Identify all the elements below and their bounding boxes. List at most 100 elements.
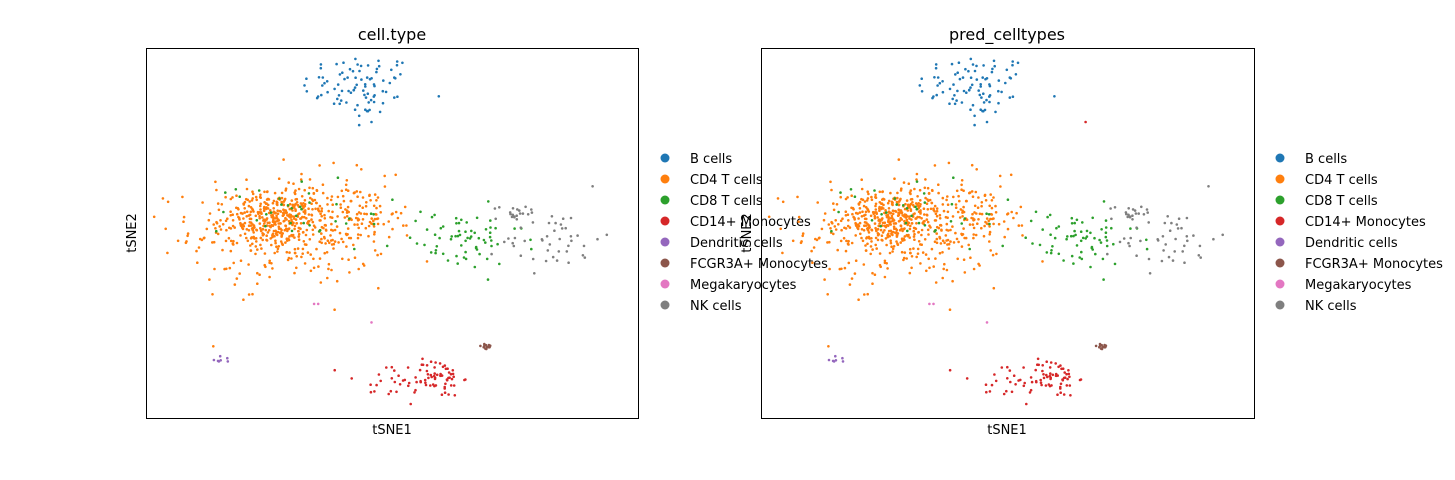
point-cd4-t-cells bbox=[917, 205, 921, 208]
point-cd4-t-cells bbox=[878, 201, 882, 204]
point-cd14-monocytes bbox=[433, 366, 436, 369]
point-cd8-t-cells bbox=[530, 247, 533, 251]
point-cd4-t-cells bbox=[265, 218, 268, 221]
point-cd4-t-cells bbox=[926, 208, 930, 211]
point-cd4-t-cells bbox=[917, 210, 921, 213]
point-nk-cells bbox=[521, 212, 525, 215]
point-nk-cells bbox=[530, 211, 534, 214]
point-cd14-monocytes bbox=[451, 369, 455, 372]
point-cd8-t-cells bbox=[1104, 219, 1108, 222]
point-cd4-t-cells bbox=[292, 221, 295, 225]
point-nk-cells bbox=[510, 215, 514, 219]
point-cd4-t-cells bbox=[161, 197, 165, 200]
point-cd14-monocytes bbox=[1036, 363, 1039, 367]
point-nk-cells bbox=[1147, 257, 1151, 261]
point-b-cells bbox=[381, 89, 385, 93]
point-cd8-t-cells bbox=[215, 229, 218, 233]
point-cd4-t-cells bbox=[910, 197, 914, 201]
point-cd4-t-cells bbox=[779, 227, 782, 231]
point-cd4-t-cells bbox=[827, 223, 831, 226]
point-cd4-t-cells bbox=[245, 236, 248, 240]
point-cd8-t-cells bbox=[391, 198, 394, 201]
point-cd4-t-cells bbox=[229, 239, 233, 243]
point-nk-cells bbox=[1174, 237, 1177, 241]
point-cd8-t-cells bbox=[264, 224, 267, 228]
point-cd4-t-cells bbox=[309, 196, 312, 200]
point-cd14-monocytes bbox=[1040, 383, 1043, 387]
point-cd4-t-cells bbox=[886, 201, 890, 205]
point-nk-cells bbox=[583, 256, 587, 259]
point-cd4-t-cells bbox=[829, 227, 832, 230]
point-cd8-t-cells bbox=[455, 254, 458, 258]
point-cd14-monocytes bbox=[415, 380, 418, 384]
point-cd4-t-cells bbox=[208, 212, 212, 215]
point-b-cells bbox=[979, 108, 982, 111]
point-cd8-t-cells bbox=[486, 278, 490, 281]
point-cd4-t-cells bbox=[889, 220, 892, 223]
point-b-cells bbox=[356, 63, 359, 66]
point-cd4-t-cells bbox=[901, 214, 904, 217]
point-nk-cells bbox=[1106, 252, 1109, 256]
point-cd4-t-cells bbox=[247, 214, 251, 217]
point-cd14-monocytes bbox=[1006, 365, 1009, 369]
point-b-cells bbox=[320, 93, 323, 97]
point-b-cells bbox=[347, 89, 350, 93]
point-cd4-t-cells bbox=[237, 215, 240, 219]
point-cd4-t-cells bbox=[965, 218, 969, 222]
point-cd4-t-cells bbox=[262, 218, 266, 221]
point-b-cells bbox=[372, 100, 376, 104]
legend-label-cd14-monocytes: CD14+ Monocytes bbox=[690, 215, 811, 230]
point-cd4-t-cells bbox=[367, 234, 370, 238]
legend-marker-cd8-t-cells bbox=[660, 195, 670, 205]
point-cd4-t-cells bbox=[947, 161, 951, 165]
point-cd4-t-cells bbox=[332, 242, 336, 246]
point-cd4-t-cells bbox=[974, 233, 978, 237]
point-cd8-t-cells bbox=[449, 237, 453, 241]
plot-frame bbox=[761, 48, 1255, 419]
point-cd4-t-cells bbox=[941, 196, 945, 200]
point-cd4-t-cells bbox=[826, 241, 829, 244]
point-cd4-t-cells bbox=[934, 257, 937, 260]
point-b-cells bbox=[363, 93, 366, 97]
point-b-cells bbox=[982, 64, 985, 67]
point-cd4-t-cells bbox=[860, 215, 864, 218]
legend-label-megakaryocytes: Megakaryocytes bbox=[690, 278, 797, 293]
point-b-cells bbox=[337, 94, 341, 97]
point-cd4-t-cells bbox=[874, 204, 877, 208]
point-cd4-t-cells bbox=[425, 260, 429, 263]
point-cd4-t-cells bbox=[866, 223, 870, 226]
point-cd14-monocytes bbox=[1051, 373, 1055, 377]
point-cd4-t-cells bbox=[341, 240, 345, 244]
point-cd4-t-cells bbox=[344, 188, 348, 191]
point-cd4-t-cells bbox=[924, 196, 927, 200]
point-cd8-t-cells bbox=[1100, 228, 1103, 231]
point-cd4-t-cells bbox=[324, 229, 328, 232]
point-cd4-t-cells bbox=[822, 218, 826, 222]
point-nk-cells bbox=[513, 215, 516, 219]
point-cd4-t-cells bbox=[247, 224, 251, 227]
point-cd4-t-cells bbox=[243, 207, 246, 210]
point-b-cells bbox=[967, 69, 970, 73]
point-cd4-t-cells bbox=[905, 199, 909, 202]
point-cd8-t-cells bbox=[318, 230, 321, 233]
point-b-cells bbox=[382, 79, 385, 82]
point-cd8-t-cells bbox=[1053, 236, 1057, 240]
point-nk-cells bbox=[490, 252, 493, 256]
point-cd4-t-cells bbox=[918, 188, 922, 192]
point-cd8-t-cells bbox=[295, 214, 298, 218]
point-cd14-monocytes bbox=[1067, 372, 1071, 376]
point-cd4-t-cells bbox=[988, 204, 991, 208]
point-cd4-t-cells bbox=[196, 261, 199, 265]
point-cd4-t-cells bbox=[897, 208, 900, 211]
point-cd14-monocytes bbox=[1068, 384, 1072, 387]
point-cd4-t-cells bbox=[257, 212, 260, 216]
point-cd4-t-cells bbox=[912, 247, 915, 250]
point-cd4-t-cells bbox=[938, 213, 942, 217]
point-b-cells bbox=[981, 109, 984, 113]
point-cd4-t-cells bbox=[932, 265, 935, 268]
point-cd4-t-cells bbox=[318, 164, 321, 167]
point-b-cells bbox=[303, 84, 306, 87]
point-cd4-t-cells bbox=[403, 205, 407, 209]
point-cd4-t-cells bbox=[924, 253, 928, 256]
point-cd4-t-cells bbox=[355, 163, 359, 167]
